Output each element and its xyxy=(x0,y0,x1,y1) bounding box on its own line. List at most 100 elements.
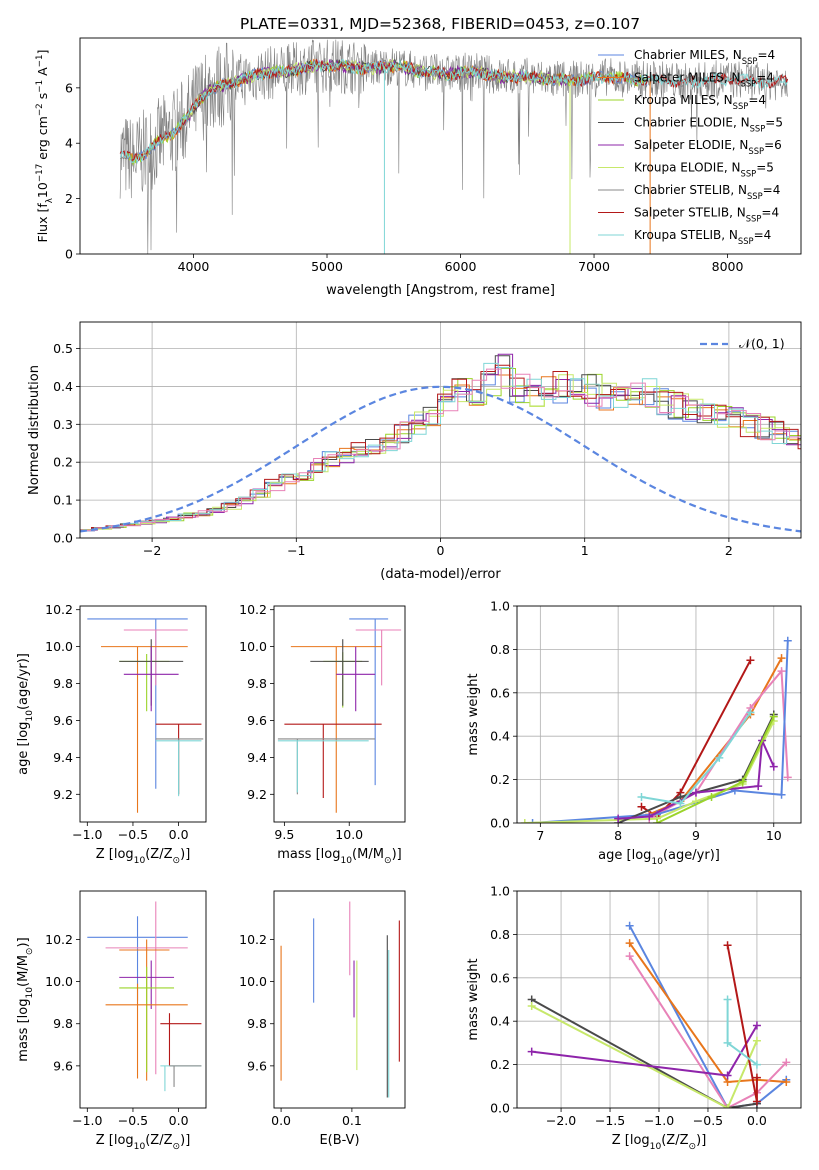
mass-weight-marker xyxy=(754,782,763,791)
y-tick-label: 9.2 xyxy=(247,787,267,802)
y-tick-label: 10.0 xyxy=(45,974,73,989)
legend-label: Chabrier MILES, NSSP=4 xyxy=(634,48,775,66)
x-tick-label: 10 xyxy=(766,828,782,843)
x-tick-label: 2 xyxy=(725,543,733,558)
x-tick-label: 0.0 xyxy=(169,1113,189,1128)
mass-weight-marker xyxy=(614,814,623,823)
mass-weight-marker xyxy=(777,790,786,799)
mass-weight-marker xyxy=(637,802,646,811)
y-tick-label: 0.5 xyxy=(53,341,73,356)
x-axis-label: wavelength [Angstrom, rest frame] xyxy=(326,283,555,298)
x-tick-label: 5000 xyxy=(311,259,343,274)
x-axis-label: Z [log10(Z/Z⊙)] xyxy=(96,1133,191,1152)
y-tick-label: 9.8 xyxy=(53,676,73,691)
mass-weight-marker xyxy=(723,1104,732,1108)
y-tick-label: 10.2 xyxy=(45,932,73,947)
mass-weight-marker xyxy=(752,1036,761,1045)
x-axis-label: Z [log10(Z/Z⊙)] xyxy=(96,847,191,866)
residuals-histogram-panel: −2 −1 0 1 2 0.0 0.1 0.2 0.3 0.4 0.5 𝒩(0, 1) (data-mo… xyxy=(27,321,802,582)
mass-weight-marker xyxy=(752,1060,761,1069)
legend-label: Kroupa ELODIE, NSSP=5 xyxy=(634,161,774,179)
figure-title: PLATE=0331, MJD=52368, FIBERID=0453, z=0… xyxy=(240,15,640,33)
histogram-step xyxy=(82,374,801,531)
mass-weight-line xyxy=(532,640,789,823)
plot-area xyxy=(80,322,801,538)
mass-vs-ebv-panel: 0.0 0.1 9.6 9.8 10.0 10.2 E(B-V) xyxy=(239,890,406,1148)
y-axis-label: mass [log10(M/M⊙)] xyxy=(16,937,35,1061)
mass-weight-marker xyxy=(676,799,685,808)
x-tick-label: −2.0 xyxy=(546,1113,576,1128)
x-tick-label: 7 xyxy=(536,828,544,843)
x-tick-label: −1.5 xyxy=(595,1113,625,1128)
y-tick-label: 4 xyxy=(65,136,73,151)
x-tick-label: −0.5 xyxy=(693,1113,723,1128)
x-tick-label: 9.5 xyxy=(274,827,294,842)
axes-frame xyxy=(79,605,207,823)
axes-frame xyxy=(79,37,802,255)
legend-label: Salpeter STELIB, NSSP=4 xyxy=(634,206,779,224)
age-vs-mass-panel: 9.5 10.0 9.2 9.4 9.6 9.8 10.0 10.2 mass [log10(M… xyxy=(239,602,406,866)
x-tick-label: −1.0 xyxy=(72,1113,102,1128)
y-tick-label: 0.4 xyxy=(490,1014,510,1029)
mass-weight-marker xyxy=(752,1021,761,1030)
y-tick-label: 0.8 xyxy=(490,642,510,657)
mass-vs-metallicity-panel: −1.0 −0.5 0.0 9.6 9.8 10.0 10.2 Z [log10(Z/Z⊙)]… xyxy=(16,890,207,1152)
legend-label: Salpeter ELODIE, NSSP=6 xyxy=(634,138,782,156)
axes-frame xyxy=(79,890,207,1109)
y-tick-label: 2 xyxy=(65,191,73,206)
mass-weight-marker xyxy=(691,788,700,797)
y-tick-label: 0.6 xyxy=(490,970,510,985)
plot-area xyxy=(517,606,801,823)
plot-area xyxy=(517,891,801,1108)
y-tick-label: 6 xyxy=(65,80,73,95)
mass-weight-line xyxy=(531,1005,758,1108)
y-axis-label: Flux [fλ10−17 erg cm−2 s−1 A−1] xyxy=(35,50,55,243)
y-tick-label: 10.2 xyxy=(45,602,73,617)
legend-label: Chabrier STELIB, NSSP=4 xyxy=(634,183,780,201)
histogram-step xyxy=(80,362,801,532)
mass-weight-marker xyxy=(527,1047,536,1056)
mass-weight-marker xyxy=(528,819,537,823)
massweight-vs-age-panel: 7 8 9 10 0.0 0.2 0.4 0.6 0.8 1.0 age [log10(age/yr… xyxy=(466,599,802,867)
y-tick-label: 9.4 xyxy=(53,750,73,765)
x-axis-label: age [log10(age/yr)] xyxy=(598,848,720,867)
normal-curve-line xyxy=(80,385,801,533)
mass-weight-marker xyxy=(782,1058,791,1067)
y-tick-label: 0.1 xyxy=(53,493,73,508)
mass-weight-line xyxy=(531,1024,758,1077)
massweight-vs-metallicity-panel: −2.0 −1.5 −1.0 −0.5 0.0 0.0 0.2 0.4 0.6 0.8 1.0 Z [… xyxy=(466,884,802,1152)
model-spectrum-line xyxy=(179,59,568,127)
mass-weight-line xyxy=(656,716,775,823)
y-tick-label: 0.0 xyxy=(490,1101,510,1116)
x-tick-label: 0.0 xyxy=(271,1113,291,1128)
y-tick-label: 0.4 xyxy=(490,729,510,744)
x-tick-label: −1.0 xyxy=(644,1113,674,1128)
x-tick-label: −0.5 xyxy=(118,1113,148,1128)
x-tick-label: 10.0 xyxy=(335,827,363,842)
mass-weight-marker xyxy=(782,1077,791,1086)
histogram-step xyxy=(80,367,801,531)
mass-weight-marker xyxy=(746,656,755,665)
y-tick-label: 10.2 xyxy=(239,932,267,947)
mass-weight-line xyxy=(641,711,752,805)
mass-weight-marker xyxy=(520,819,529,823)
axes-frame xyxy=(516,605,802,824)
histogram-step xyxy=(80,374,801,531)
mass-weight-line xyxy=(628,942,787,1084)
x-tick-label: 0 xyxy=(437,543,445,558)
mass-weight-marker xyxy=(769,712,778,721)
histogram-step xyxy=(82,368,801,531)
mass-weight-marker xyxy=(645,812,654,821)
axes-frame xyxy=(516,890,802,1109)
age-vs-metallicity-panel: −1.0 −0.5 0.0 9.2 9.4 9.6 9.8 10.0 10.2 Z [log10(… xyxy=(16,602,207,866)
mass-weight-line xyxy=(531,998,758,1108)
mass-weight-marker xyxy=(707,792,716,801)
plot-area xyxy=(119,39,789,254)
mass-weight-marker xyxy=(653,819,662,823)
plot-area xyxy=(87,618,204,813)
histogram-step xyxy=(82,368,801,531)
mass-weight-marker xyxy=(777,667,786,676)
mass-weight-marker xyxy=(777,654,786,663)
mass-weight-marker xyxy=(527,1002,536,1011)
axes-frame xyxy=(79,321,802,539)
